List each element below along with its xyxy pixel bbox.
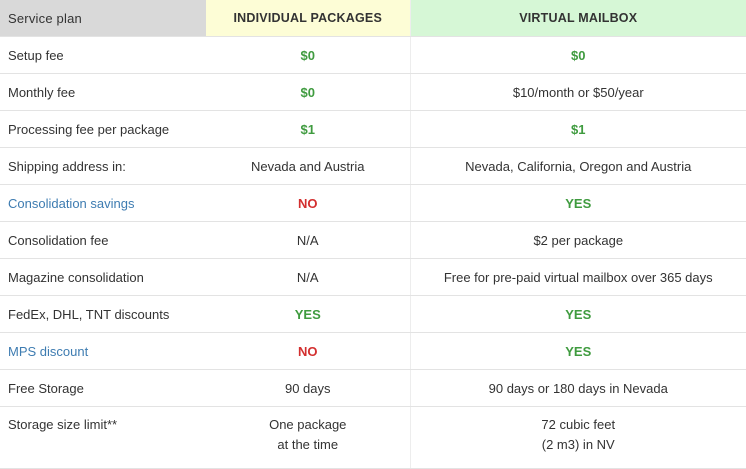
individual-value: NO [206, 332, 411, 370]
row-magazine-consolidation: Magazine consolidation N/A Free for pre-… [0, 258, 746, 296]
row-processing-fee: Processing fee per package $1 $1 [0, 110, 746, 148]
virtual-value: Free for pre-paid virtual mailbox over 3… [410, 258, 746, 296]
row-consolidation-fee: Consolidation fee N/A $2 per package [0, 221, 746, 259]
virtual-value: $10/month or $50/year [410, 73, 746, 111]
header-individual-packages: INDIVIDUAL PACKAGES [206, 0, 411, 37]
row-consolidation-savings: Consolidation savings NO YES [0, 184, 746, 222]
individual-value: $1 [206, 110, 411, 148]
individual-value-line: One package [269, 417, 347, 432]
virtual-value-line: 72 cubic feet [541, 417, 616, 432]
individual-value: NO [206, 184, 411, 222]
row-monthly-fee: Monthly fee $0 $10/month or $50/year [0, 73, 746, 111]
header-service-plan: Service plan [0, 0, 206, 37]
virtual-value: Nevada, California, Oregon and Austria [410, 147, 746, 185]
row-carrier-discounts: FedEx, DHL, TNT discounts YES YES [0, 295, 746, 333]
virtual-value: $0 [410, 36, 746, 74]
row-label: Free Storage [0, 369, 206, 407]
row-free-storage: Free Storage 90 days 90 days or 180 days… [0, 369, 746, 407]
individual-value: N/A [206, 258, 411, 296]
row-label: FedEx, DHL, TNT discounts [0, 295, 206, 333]
virtual-value: 90 days or 180 days in Nevada [410, 369, 746, 407]
consolidation-savings-link[interactable]: Consolidation savings [0, 184, 206, 222]
virtual-value: $2 per package [410, 221, 746, 259]
header-row: Service plan INDIVIDUAL PACKAGES VIRTUAL… [0, 0, 746, 37]
virtual-value: 72 cubic feet (2 m3) in NV [410, 406, 746, 469]
virtual-value: YES [410, 332, 746, 370]
virtual-value: $1 [410, 110, 746, 148]
individual-value-line: at the time [277, 437, 339, 452]
row-label: Magazine consolidation [0, 258, 206, 296]
row-setup-fee: Setup fee $0 $0 [0, 36, 746, 74]
individual-value: $0 [206, 36, 411, 74]
row-label: Processing fee per package [0, 110, 206, 148]
row-label: Storage size limit** [0, 406, 206, 469]
individual-value: $0 [206, 73, 411, 111]
virtual-value-line: (2 m3) in NV [541, 437, 615, 452]
row-label: Setup fee [0, 36, 206, 74]
row-label: Shipping address in: [0, 147, 206, 185]
mps-discount-link[interactable]: MPS discount [0, 332, 206, 370]
row-storage-size-limit: Storage size limit** One package at the … [0, 406, 746, 469]
row-shipping-address: Shipping address in: Nevada and Austria … [0, 147, 746, 185]
header-virtual-mailbox: VIRTUAL MAILBOX [410, 0, 746, 37]
virtual-value: YES [410, 295, 746, 333]
individual-value: YES [206, 295, 411, 333]
individual-value: Nevada and Austria [206, 147, 411, 185]
individual-value: 90 days [206, 369, 411, 407]
individual-value: One package at the time [206, 406, 411, 469]
row-label: Monthly fee [0, 73, 206, 111]
individual-value: N/A [206, 221, 411, 259]
row-mps-discount: MPS discount NO YES [0, 332, 746, 370]
virtual-value: YES [410, 184, 746, 222]
row-label: Consolidation fee [0, 221, 206, 259]
